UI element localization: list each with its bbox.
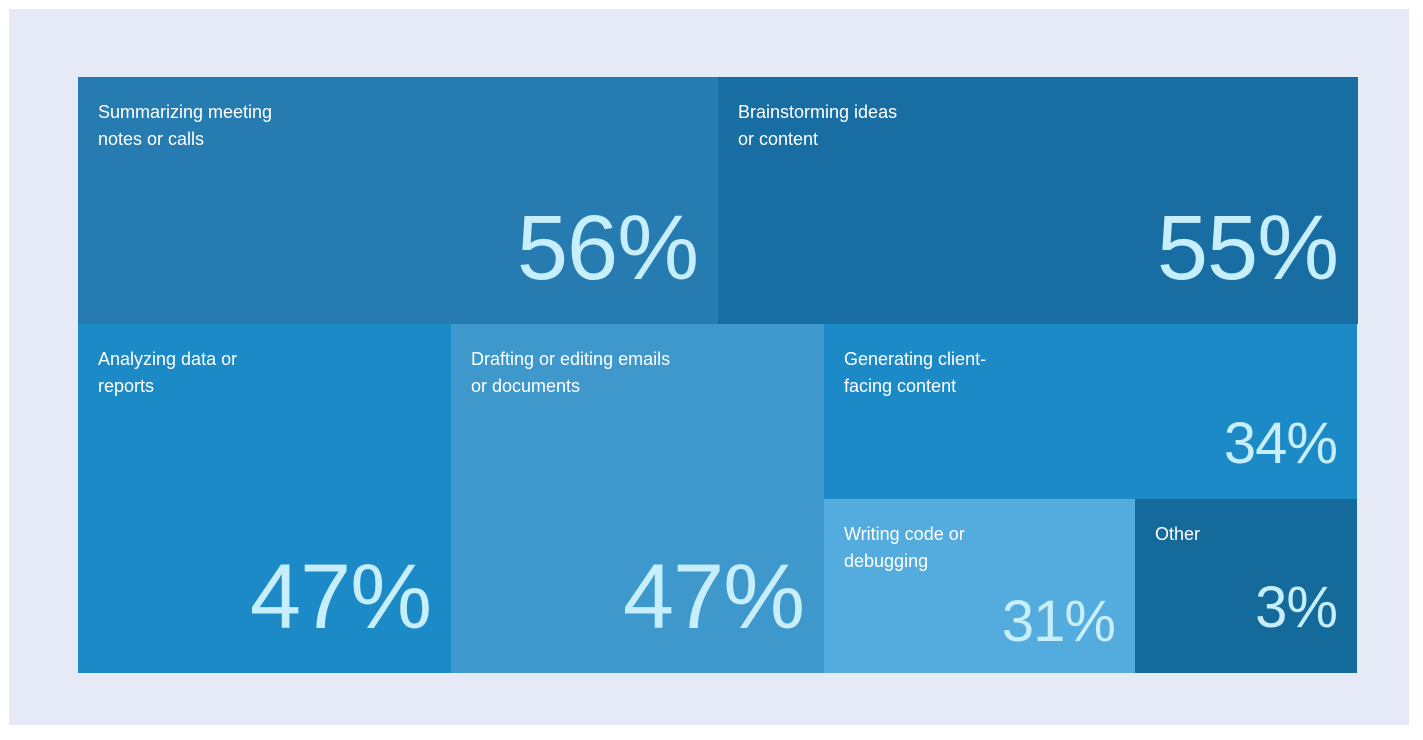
tile-label: Generating client- facing content bbox=[844, 349, 987, 396]
tile-label: Writing code or debugging bbox=[844, 524, 965, 571]
tile-value: 47% bbox=[622, 546, 805, 648]
tile-label: Analyzing data or reports bbox=[98, 349, 238, 396]
tile-label: Summarizing meeting notes or calls bbox=[98, 102, 273, 149]
chart-background: Summarizing meeting notes or calls 56% Bra… bbox=[9, 9, 1409, 725]
tile-value: 56% bbox=[516, 197, 699, 299]
tile-label: Brainstorming ideas or content bbox=[738, 102, 898, 149]
treemap-tile-drafting: Drafting or editing emails or documents 4… bbox=[451, 324, 824, 673]
treemap-tile-analyzing: Analyzing data or reports 47% bbox=[78, 324, 451, 673]
tile-value: 55% bbox=[1156, 197, 1339, 299]
tile-value: 47% bbox=[249, 546, 432, 648]
treemap-tile-summarizing: Summarizing meeting notes or calls 56% bbox=[78, 77, 718, 324]
tile-value: 34% bbox=[1223, 411, 1338, 476]
treemap-tile-writing-code: Writing code or debugging 31% bbox=[824, 499, 1135, 673]
treemap-chart: Summarizing meeting notes or calls 56% Bra… bbox=[78, 77, 1358, 673]
treemap-tile-brainstorming: Brainstorming ideas or content 55% bbox=[718, 77, 1358, 324]
treemap-tile-generating: Generating client- facing content 34% bbox=[824, 324, 1357, 499]
treemap-tile-other: Other 3% bbox=[1135, 499, 1357, 673]
tile-value: 31% bbox=[1001, 589, 1116, 654]
tile-value: 3% bbox=[1255, 575, 1338, 640]
tile-label: Drafting or editing emails or documents bbox=[471, 349, 671, 396]
tile-label: Other bbox=[1155, 524, 1201, 544]
